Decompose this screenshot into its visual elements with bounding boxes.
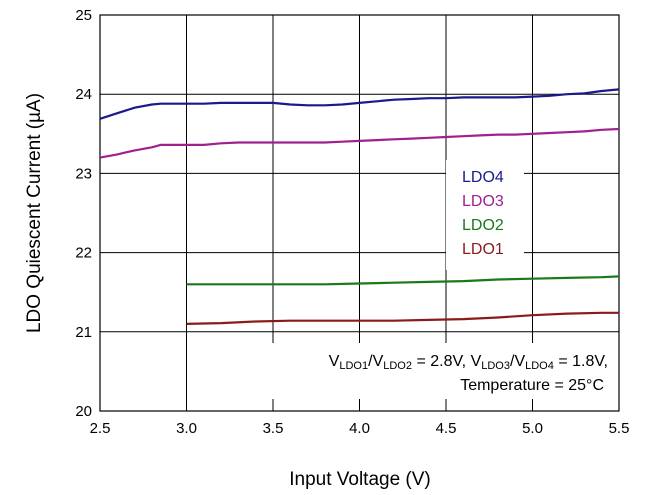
x-tick-label: 3.0 xyxy=(176,420,197,437)
legend-background xyxy=(446,160,524,270)
y-tick-label: 22 xyxy=(75,245,92,262)
y-tick-label: 24 xyxy=(75,86,92,103)
y-tick-labels: 20 21 22 23 24 25 xyxy=(75,7,92,420)
x-tick-label: 4.5 xyxy=(436,420,457,437)
y-axis-title: LDO Quiescent Current (µA) xyxy=(24,93,45,333)
series-line-ldo4 xyxy=(99,88,620,120)
series-line-ldo3 xyxy=(99,127,620,159)
y-tick-label: 21 xyxy=(75,324,92,341)
x-tick-label: 5.5 xyxy=(609,420,630,437)
x-tick-labels: 2.5 3.0 3.5 4.0 4.5 5.0 5.5 xyxy=(90,420,630,437)
y-tick-label: 23 xyxy=(75,165,92,182)
y-tick-label: 20 xyxy=(75,403,92,420)
annotation-background xyxy=(208,343,613,399)
series-line-ldo2 xyxy=(186,275,620,286)
x-tick-label: 4.0 xyxy=(349,420,370,437)
x-tick-label: 2.5 xyxy=(90,420,111,437)
conditions-annotation: VLDO1/VLDO2 = 2.8V, VLDO3/VLDO4 = 1.8V, … xyxy=(208,343,613,399)
series-lines xyxy=(99,88,620,325)
legend-item-ldo2: LDO2 xyxy=(462,217,504,234)
x-tick-label: 5.0 xyxy=(522,420,543,437)
x-axis-title: Input Voltage (V) xyxy=(289,469,431,490)
legend-item-ldo1: LDO1 xyxy=(462,241,504,258)
legend-item-ldo4: LDO4 xyxy=(462,169,504,186)
x-tick-label: 3.5 xyxy=(263,420,284,437)
y-tick-label: 25 xyxy=(75,7,92,24)
annotation-line-1: VLDO1/VLDO2 = 2.8V, VLDO3/VLDO4 = 1.8V, xyxy=(329,353,608,372)
legend-item-ldo3: LDO3 xyxy=(462,193,504,210)
series-line-ldo1 xyxy=(186,311,619,325)
annotation-line-2: Temperature = 25°C xyxy=(460,377,604,394)
plot-frame xyxy=(99,14,620,412)
legend: LDO4 LDO3 LDO2 LDO1 xyxy=(446,160,524,270)
